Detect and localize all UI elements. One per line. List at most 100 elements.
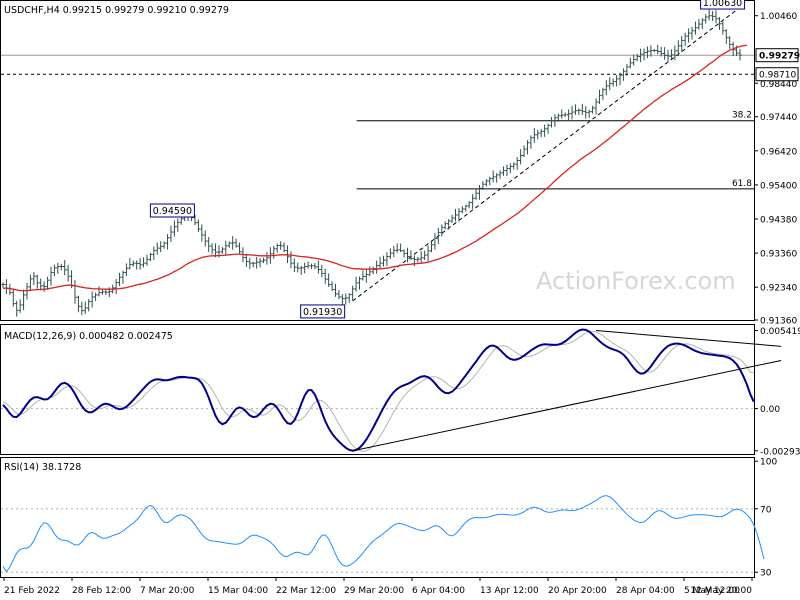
price-bar bbox=[429, 240, 434, 253]
price-bar bbox=[176, 218, 180, 232]
price-bar bbox=[601, 87, 605, 100]
rsi-axis-label: 70 bbox=[760, 505, 772, 515]
price-bar bbox=[381, 255, 386, 267]
price-bar bbox=[114, 279, 118, 295]
price-bar bbox=[255, 256, 259, 269]
price-bar bbox=[676, 40, 680, 57]
price-bar bbox=[453, 208, 458, 222]
price-bar bbox=[608, 77, 612, 91]
price-bar bbox=[580, 103, 584, 115]
price-bar bbox=[638, 48, 643, 63]
price-bar bbox=[570, 105, 574, 120]
price-bar bbox=[172, 220, 176, 237]
price-bar bbox=[289, 251, 293, 269]
price-bar bbox=[436, 227, 440, 245]
current-price-label: 0.99279 bbox=[759, 52, 800, 62]
price-bar bbox=[234, 238, 238, 248]
price-bar bbox=[632, 54, 636, 66]
price-bar bbox=[556, 113, 560, 122]
price-bar bbox=[145, 254, 149, 266]
price-bar bbox=[680, 36, 684, 52]
rsi-pane-title: RSI(14) 38.1728 bbox=[4, 462, 81, 473]
price-bar bbox=[481, 181, 485, 190]
price-bar bbox=[231, 236, 235, 250]
price-bar bbox=[378, 256, 382, 269]
price-bar bbox=[1, 282, 5, 288]
price-bar bbox=[625, 64, 629, 77]
price-bar bbox=[66, 264, 70, 282]
price-bar bbox=[488, 176, 492, 186]
price-bar bbox=[354, 276, 358, 292]
price-bar bbox=[210, 243, 214, 255]
price-bar bbox=[515, 157, 519, 170]
price-axis-label: 0.98440 bbox=[760, 80, 797, 90]
price-axis-label: 0.94380 bbox=[760, 216, 797, 226]
price-bar bbox=[375, 260, 379, 274]
price-bar bbox=[131, 260, 135, 267]
time-axis-label: 12 May 20:00 bbox=[690, 586, 752, 596]
price-bar bbox=[330, 281, 334, 292]
time-axis-label: 20 Apr 20:00 bbox=[548, 586, 607, 596]
price-annotation-label: 1.00630 bbox=[703, 0, 742, 9]
price-bar bbox=[549, 116, 554, 128]
rsi-pane-frame bbox=[0, 457, 755, 578]
price-bar bbox=[635, 53, 639, 62]
price-bar bbox=[450, 214, 454, 223]
price-bar bbox=[546, 123, 550, 134]
price-bar bbox=[200, 224, 204, 242]
price-bar bbox=[265, 252, 269, 265]
price-bar bbox=[220, 247, 224, 255]
rsi-axis-label: 100 bbox=[760, 458, 777, 468]
price-bar bbox=[35, 274, 39, 289]
price-bar bbox=[385, 252, 389, 266]
price-bar bbox=[244, 253, 248, 268]
price-axis-label: 0.91360 bbox=[760, 317, 797, 327]
price-bar bbox=[519, 149, 523, 165]
price-bar bbox=[642, 48, 646, 61]
price-trendline bbox=[352, 9, 737, 302]
price-bar bbox=[148, 252, 152, 262]
price-bar bbox=[738, 48, 742, 61]
watermark: ActionForex.com bbox=[536, 267, 736, 295]
price-bar bbox=[567, 109, 571, 120]
price-annotation: 1.00630 bbox=[700, 0, 746, 10]
price-bar bbox=[683, 32, 687, 47]
price-bar bbox=[628, 57, 632, 69]
support-price-label: 0.98710 bbox=[759, 71, 796, 81]
price-bar bbox=[59, 263, 63, 271]
price-bar bbox=[388, 248, 392, 259]
price-bar bbox=[282, 242, 286, 253]
price-bar bbox=[56, 262, 60, 274]
price-bar bbox=[621, 68, 626, 81]
price-bar bbox=[666, 49, 670, 63]
price-bar bbox=[292, 258, 296, 272]
price-bar bbox=[11, 288, 15, 307]
price-axis-label: 0.95400 bbox=[760, 181, 797, 191]
price-bar bbox=[15, 300, 19, 317]
price-bar bbox=[710, 10, 715, 22]
price-bar bbox=[169, 225, 173, 242]
time-axis-label: 6 Apr 04:00 bbox=[412, 586, 465, 596]
price-annotation: 0.94590 bbox=[149, 203, 195, 218]
price-bar bbox=[272, 246, 276, 259]
price-bar bbox=[693, 21, 698, 35]
macd-line bbox=[2, 328, 755, 452]
price-bar bbox=[83, 301, 87, 315]
price-bar bbox=[440, 224, 444, 237]
price-axis-label: 1.00460 bbox=[760, 12, 797, 22]
price-annotation: 0.91930 bbox=[300, 304, 346, 319]
price-bar bbox=[498, 170, 502, 179]
price-bar bbox=[49, 266, 53, 286]
macd-axis-label: -0.00293 bbox=[760, 447, 800, 457]
price-bar bbox=[495, 173, 499, 183]
price-bar bbox=[128, 258, 132, 270]
price-bar bbox=[248, 257, 252, 270]
support-price-box bbox=[755, 67, 799, 82]
price-bar bbox=[316, 260, 320, 274]
price-bar bbox=[121, 270, 125, 284]
price-bar bbox=[611, 78, 615, 87]
price-bar bbox=[405, 247, 410, 263]
price-bar bbox=[344, 293, 348, 305]
price-bar bbox=[45, 276, 50, 290]
